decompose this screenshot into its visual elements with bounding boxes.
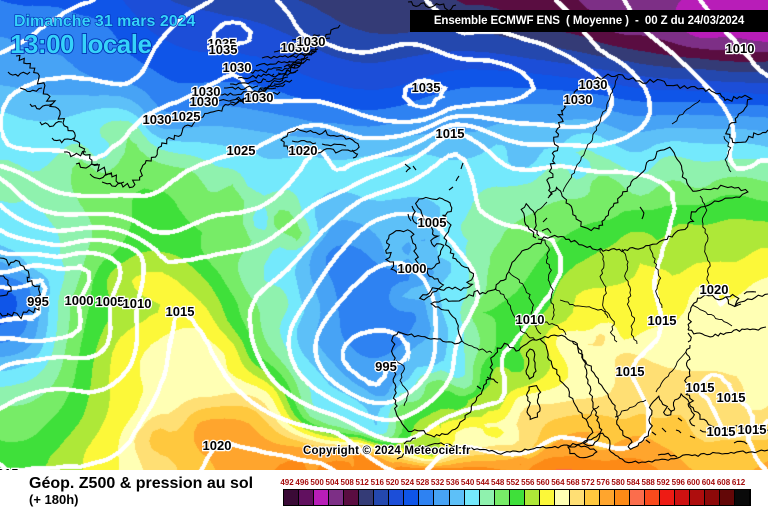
svg-text:1030: 1030 [564,92,593,107]
svg-text:995: 995 [27,294,49,309]
svg-text:1015: 1015 [707,424,736,439]
svg-text:1015: 1015 [616,364,645,379]
svg-text:1015: 1015 [738,422,767,437]
svg-text:1030: 1030 [297,34,326,49]
svg-text:1010: 1010 [726,41,755,56]
svg-text:1010: 1010 [123,296,152,311]
svg-text:1020: 1020 [700,282,729,297]
svg-text:1000: 1000 [65,293,94,308]
svg-text:Copyright © 2024 Meteociel.fr: Copyright © 2024 Meteociel.fr [303,445,471,457]
svg-text:1015: 1015 [648,313,677,328]
svg-text:13:00 locale: 13:00 locale [10,29,151,59]
svg-text:1035: 1035 [209,42,238,57]
svg-text:1025: 1025 [227,143,256,158]
svg-text:1025: 1025 [172,109,201,124]
svg-text:995: 995 [375,359,397,374]
svg-text:1035: 1035 [412,80,441,95]
svg-text:1020: 1020 [289,143,318,158]
svg-text:1015: 1015 [717,390,746,405]
svg-text:1015: 1015 [166,304,195,319]
svg-text:Dimanche 31 mars 2024: Dimanche 31 mars 2024 [14,13,196,30]
svg-text:1005: 1005 [418,215,447,230]
svg-text:1020: 1020 [203,438,232,453]
svg-text:1010: 1010 [516,312,545,327]
svg-text:1030: 1030 [190,94,219,109]
svg-text:1005: 1005 [96,294,125,309]
svg-text:1030: 1030 [245,90,274,105]
svg-text:1015: 1015 [686,380,715,395]
svg-text:1030: 1030 [281,40,310,55]
svg-text:1000: 1000 [398,261,427,276]
svg-text:1030: 1030 [192,84,221,99]
svg-text:1015: 1015 [436,126,465,141]
svg-text:1030: 1030 [223,60,252,75]
svg-text:1030: 1030 [143,112,172,127]
svg-text:1035: 1035 [208,36,237,51]
svg-text:1030: 1030 [579,77,608,92]
